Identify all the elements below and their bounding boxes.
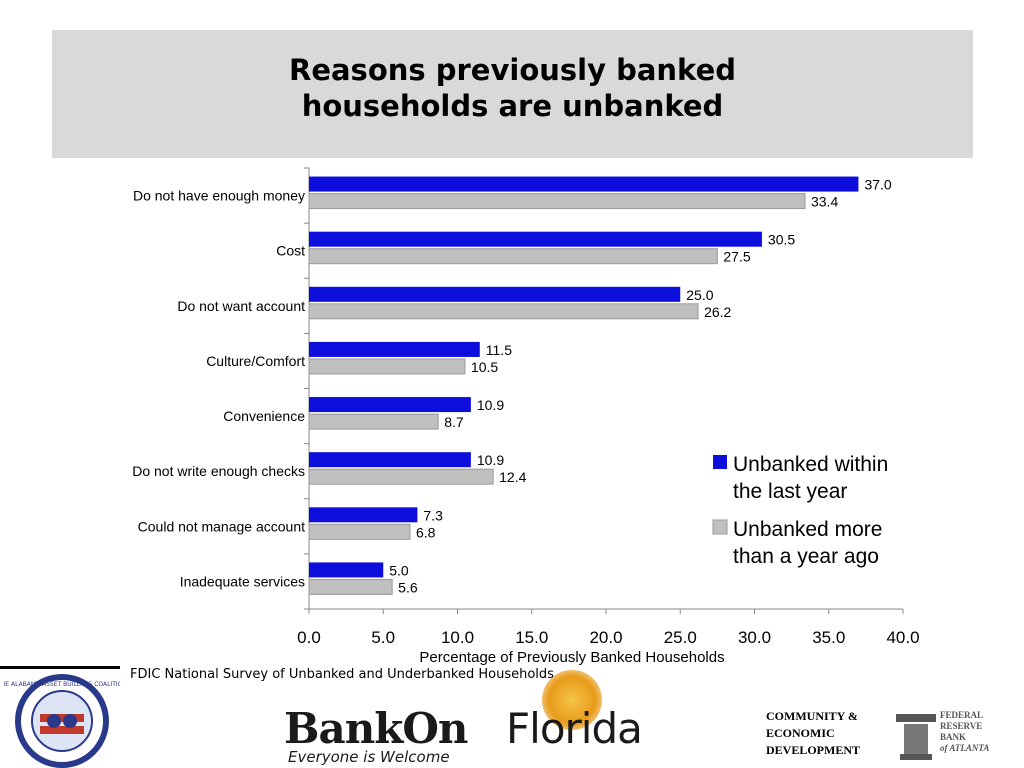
data-label: 12.4 xyxy=(499,469,526,485)
category-label: Convenience xyxy=(223,408,305,424)
bar-more-than-year-ago xyxy=(308,193,806,210)
bar-more-than-year-ago xyxy=(308,303,699,320)
bankon-tagline: Everyone is Welcome xyxy=(288,748,450,766)
legend-label: than a year ago xyxy=(733,545,879,568)
fed-line-1: FEDERAL xyxy=(940,710,984,720)
x-tick-label: 40.0 xyxy=(886,628,919,647)
bar-within-last-year xyxy=(309,231,762,247)
data-label: 27.5 xyxy=(723,249,750,265)
bar-within-last-year xyxy=(309,562,384,578)
bankon-word: BankOn xyxy=(284,704,468,753)
footer-divider xyxy=(0,666,120,669)
community-development-label: COMMUNITY & ECONOMIC DEVELOPMENT xyxy=(766,708,860,759)
bar-within-last-year xyxy=(309,507,418,523)
data-label: 6.8 xyxy=(416,524,436,540)
x-tick-label: 35.0 xyxy=(812,628,845,647)
bar-more-than-year-ago xyxy=(308,413,439,430)
x-tick-label: 20.0 xyxy=(589,628,622,647)
bar-more-than-year-ago xyxy=(308,248,718,265)
page-title: Reasons previously banked households are… xyxy=(52,52,973,124)
data-label: 7.3 xyxy=(423,507,443,523)
data-label: 26.2 xyxy=(704,304,731,320)
data-label: 5.0 xyxy=(389,562,409,578)
data-label: 30.5 xyxy=(768,232,795,248)
title-line-1: Reasons previously banked xyxy=(288,53,736,87)
title-band: Reasons previously banked households are… xyxy=(52,30,973,158)
x-tick-label: 25.0 xyxy=(664,628,697,647)
legend-label: Unbanked within xyxy=(733,453,888,476)
x-tick-label: 10.0 xyxy=(441,628,474,647)
title-line-2: households are unbanked xyxy=(301,89,724,123)
category-label: Inadequate services xyxy=(180,573,305,589)
bar-more-than-year-ago xyxy=(308,578,393,595)
data-label: 10.9 xyxy=(477,452,504,468)
bankon-florida-logo: BankOn Florida Everyone is Welcome xyxy=(280,668,680,768)
x-tick-label: 15.0 xyxy=(515,628,548,647)
alabama-coalition-logo: THE ALABAMA ASSET BUILDING COALITION xyxy=(4,674,120,768)
data-label: 33.4 xyxy=(811,194,838,210)
x-tick-label: 0.0 xyxy=(297,628,321,647)
data-label: 10.9 xyxy=(477,397,504,413)
data-label: 25.0 xyxy=(686,287,713,303)
x-tick-label: 5.0 xyxy=(371,628,395,647)
category-label: Do not write enough checks xyxy=(132,463,305,479)
legend-label: Unbanked more xyxy=(733,518,882,541)
data-label: 5.6 xyxy=(398,579,418,595)
category-label: Could not manage account xyxy=(138,518,305,534)
community-line-1: COMMUNITY & xyxy=(766,709,858,723)
category-label: Do not want account xyxy=(177,298,305,314)
federal-reserve-name: FEDERAL RESERVE BANK of ATLANTA xyxy=(940,710,989,754)
sun-icon xyxy=(542,670,602,730)
source-note: FDIC National Survey of Unbanked and Und… xyxy=(130,667,554,682)
legend-swatch-more-than-year-ago xyxy=(712,519,728,535)
fed-line-3: BANK xyxy=(940,732,967,742)
data-label: 11.5 xyxy=(486,342,512,358)
fed-line-4: of ATLANTA xyxy=(940,743,990,753)
bar-within-last-year xyxy=(309,341,480,357)
bar-more-than-year-ago xyxy=(308,468,494,485)
florida-word: Florida xyxy=(506,704,643,753)
bar-more-than-year-ago xyxy=(308,523,411,540)
federal-reserve-eagle-icon xyxy=(896,714,936,760)
data-label: 8.7 xyxy=(444,414,464,430)
category-label: Cost xyxy=(276,243,305,259)
bar-chart: 0.0 5.0 10.0 15.0 20.0 25.0 30.0 35.0 40.0 Percen… xyxy=(132,167,920,666)
community-line-2: ECONOMIC xyxy=(766,726,835,740)
x-axis-title: Percentage of Previously Banked Househol… xyxy=(419,649,724,666)
category-label: Culture/Comfort xyxy=(206,353,305,369)
community-line-3: DEVELOPMENT xyxy=(766,743,861,757)
category-label: Do not have enough money xyxy=(133,188,305,204)
bar-within-last-year xyxy=(309,286,681,302)
bar-within-last-year xyxy=(309,176,859,192)
data-label: 10.5 xyxy=(471,359,498,375)
data-label: 37.0 xyxy=(864,177,891,193)
bar-within-last-year xyxy=(309,452,471,468)
legend-swatch-within-last-year xyxy=(713,455,727,469)
fed-line-2: RESERVE xyxy=(940,721,983,731)
x-tick-label: 30.0 xyxy=(738,628,771,647)
bar-within-last-year xyxy=(309,397,471,413)
legend-label: the last year xyxy=(733,480,847,503)
bar-more-than-year-ago xyxy=(308,358,466,375)
coalition-logo-text: THE ALABAMA ASSET BUILDING COALITION xyxy=(4,681,120,688)
